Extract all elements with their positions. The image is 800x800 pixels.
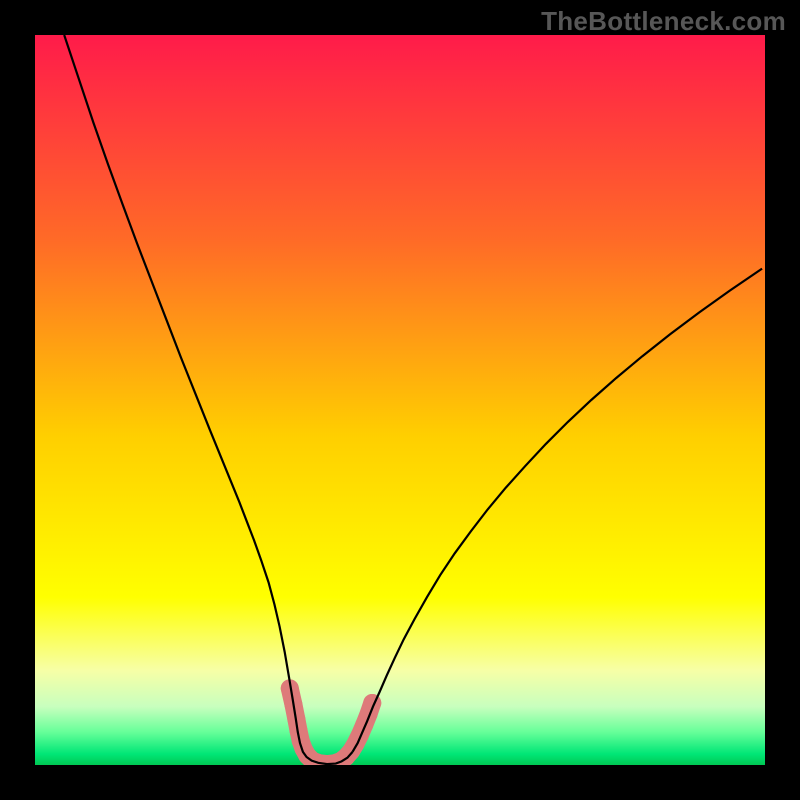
plot-background: [35, 35, 765, 765]
watermark-text: TheBottleneck.com: [541, 6, 786, 37]
plot-svg: [35, 35, 765, 765]
chart-frame: TheBottleneck.com: [0, 0, 800, 800]
plot-area: [35, 35, 765, 765]
